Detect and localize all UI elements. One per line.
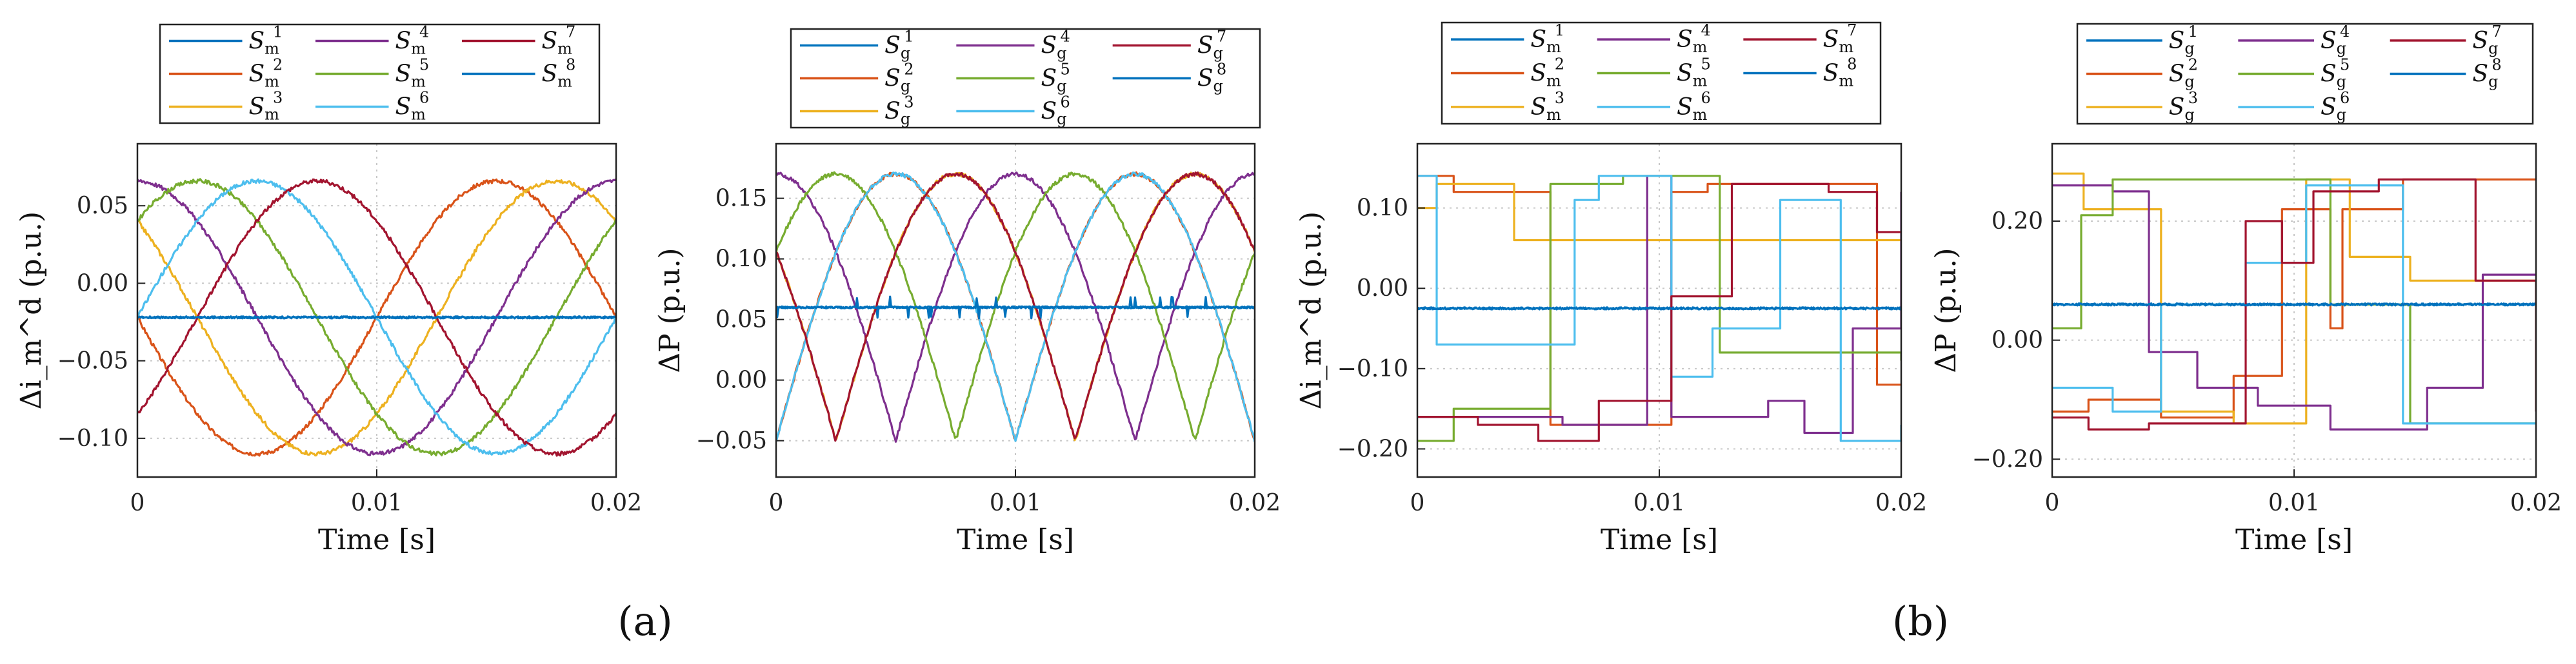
x-tick-label: 0.02 — [1875, 490, 1927, 516]
axes-frame — [1416, 142, 1902, 478]
y-tick-label: 0.10 — [1357, 195, 1408, 222]
legend-entry-4: Sg4 — [1041, 28, 1070, 63]
series-group — [1417, 175, 1901, 442]
series-line-8 — [1417, 306, 1901, 311]
series-line-5 — [137, 178, 616, 456]
series-line-3 — [1417, 182, 1901, 242]
y-tick-label: 0.05 — [77, 193, 128, 219]
series-line-7 — [1417, 182, 1901, 442]
y-axis-label: ΔP (p.u.) — [654, 248, 686, 373]
panel-label-a: (a) — [617, 598, 672, 645]
series-line-8 — [137, 315, 616, 320]
chart-b-right: 0.20 0.00 −0.200 0.01 0.02 Time [s] ΔP (p.u.) S… — [1930, 23, 2562, 556]
y-tick-label: 0.05 — [715, 307, 767, 333]
x-tick-label: 0 — [130, 490, 145, 516]
legend-entry-4: Sm4 — [395, 23, 430, 58]
series-line-5 — [1417, 175, 1901, 442]
legend-entry-8: Sg8 — [1197, 61, 1226, 95]
x-axis-label: Time [s] — [1601, 523, 1718, 556]
legend-entry-3: Sg3 — [2169, 89, 2198, 124]
legend-entry-7: Sm7 — [1823, 21, 1857, 56]
series-line-8 — [2052, 302, 2536, 307]
y-tick-label: 0.10 — [715, 246, 767, 273]
x-tick-label: 0.01 — [2268, 490, 2320, 516]
legend-entry-1: Sg1 — [2169, 23, 2198, 57]
y-tick-label: −0.20 — [1972, 446, 2043, 473]
panel-label-b: (b) — [1892, 598, 1949, 645]
series-line-7 — [2052, 178, 2536, 431]
y-axis-label: ΔP (p.u.) — [1930, 248, 1962, 373]
y-tick-label: −0.05 — [57, 348, 128, 375]
y-axis-label: Δi_m^d (p.u.) — [1295, 211, 1328, 409]
series-group — [137, 178, 616, 457]
x-tick-label: 0 — [1410, 490, 1425, 516]
y-tick-label: 0.00 — [715, 367, 767, 394]
series-line-7 — [776, 171, 1255, 442]
y-tick-label: 0.00 — [1357, 275, 1408, 302]
y-tick-label: −0.05 — [696, 428, 767, 454]
legend-entry-8: Sg8 — [2472, 56, 2501, 91]
series-line-3 — [2052, 172, 2536, 425]
legend-entry-4: Sm4 — [1677, 21, 1711, 56]
x-tick-label: 0 — [2045, 490, 2060, 516]
legend-entry-7: Sg7 — [2472, 23, 2501, 57]
legend-entry-2: Sg2 — [2169, 56, 2198, 91]
legend-entry-4: Sg4 — [2321, 23, 2350, 57]
chart-a-left: 0.05 0.00 −0.05 −0.10 0 0.01 0.02 Time [s] Δi_m^… — [15, 23, 642, 557]
legend-entry-6: Sm6 — [1677, 89, 1711, 124]
chart-b-left: 0.10 0.00 −0.10 −0.20 0 0.01 0.02 Time [s] Δi_m^… — [1295, 21, 1927, 556]
series-line-7 — [137, 178, 616, 457]
y-tick-label: −0.10 — [57, 425, 128, 452]
legend-entry-3: Sm3 — [1530, 89, 1564, 124]
series-line-2 — [2052, 178, 2536, 419]
series-line-5 — [2052, 178, 2536, 425]
legend-entry-6: Sg6 — [1041, 93, 1070, 128]
x-tick-label: 0.01 — [351, 490, 403, 516]
y-tick-label: −0.10 — [1337, 356, 1408, 382]
y-tick-label: 0.20 — [1992, 208, 2043, 235]
legend-entry-6: Sg6 — [2321, 89, 2350, 124]
x-axis-label: Time [s] — [2235, 523, 2353, 556]
y-tick-label: −0.20 — [1337, 436, 1408, 462]
x-tick-label: 0.02 — [2510, 490, 2562, 516]
chart-a-right: 0.15 0.10 0.05 0.00 −0.05 0 0.01 0.02 Time [s] ΔP… — [654, 28, 1281, 557]
x-tick-label: 0.02 — [1229, 490, 1281, 516]
series-line-8 — [776, 295, 1255, 320]
series-line-4 — [2052, 184, 2536, 431]
legend-entry-2: Sg2 — [884, 61, 914, 95]
x-tick-label: 0.02 — [590, 490, 642, 516]
legend-entry-5: Sg5 — [1041, 61, 1070, 95]
x-tick-label: 0.01 — [1633, 490, 1685, 516]
series-group — [2052, 172, 2536, 431]
x-axis-label: Time [s] — [318, 523, 435, 556]
series-line-6 — [776, 171, 1255, 442]
legend-entry-1: Sg1 — [884, 28, 914, 63]
axes-frame — [2051, 142, 2537, 478]
series-group — [776, 171, 1255, 443]
series-line-6 — [137, 178, 616, 456]
legend-entry-5: Sg5 — [2321, 56, 2350, 91]
y-tick-label: 0.15 — [715, 186, 767, 212]
y-axis-label: Δi_m^d (p.u.) — [15, 211, 48, 409]
legend-entry-1: Sm1 — [1530, 21, 1564, 56]
axes-frame — [775, 142, 1256, 478]
x-axis-label: Time [s] — [957, 523, 1074, 556]
x-tick-label: 0.01 — [990, 490, 1041, 516]
x-tick-label: 0 — [769, 490, 784, 516]
legend-entry-3: Sg3 — [884, 93, 914, 128]
y-tick-label: 0.00 — [77, 270, 128, 297]
legend-entry-7: Sg7 — [1197, 28, 1226, 63]
y-tick-label: 0.00 — [1992, 327, 2043, 354]
series-line-4 — [1417, 175, 1901, 435]
series-line-4 — [137, 178, 616, 456]
